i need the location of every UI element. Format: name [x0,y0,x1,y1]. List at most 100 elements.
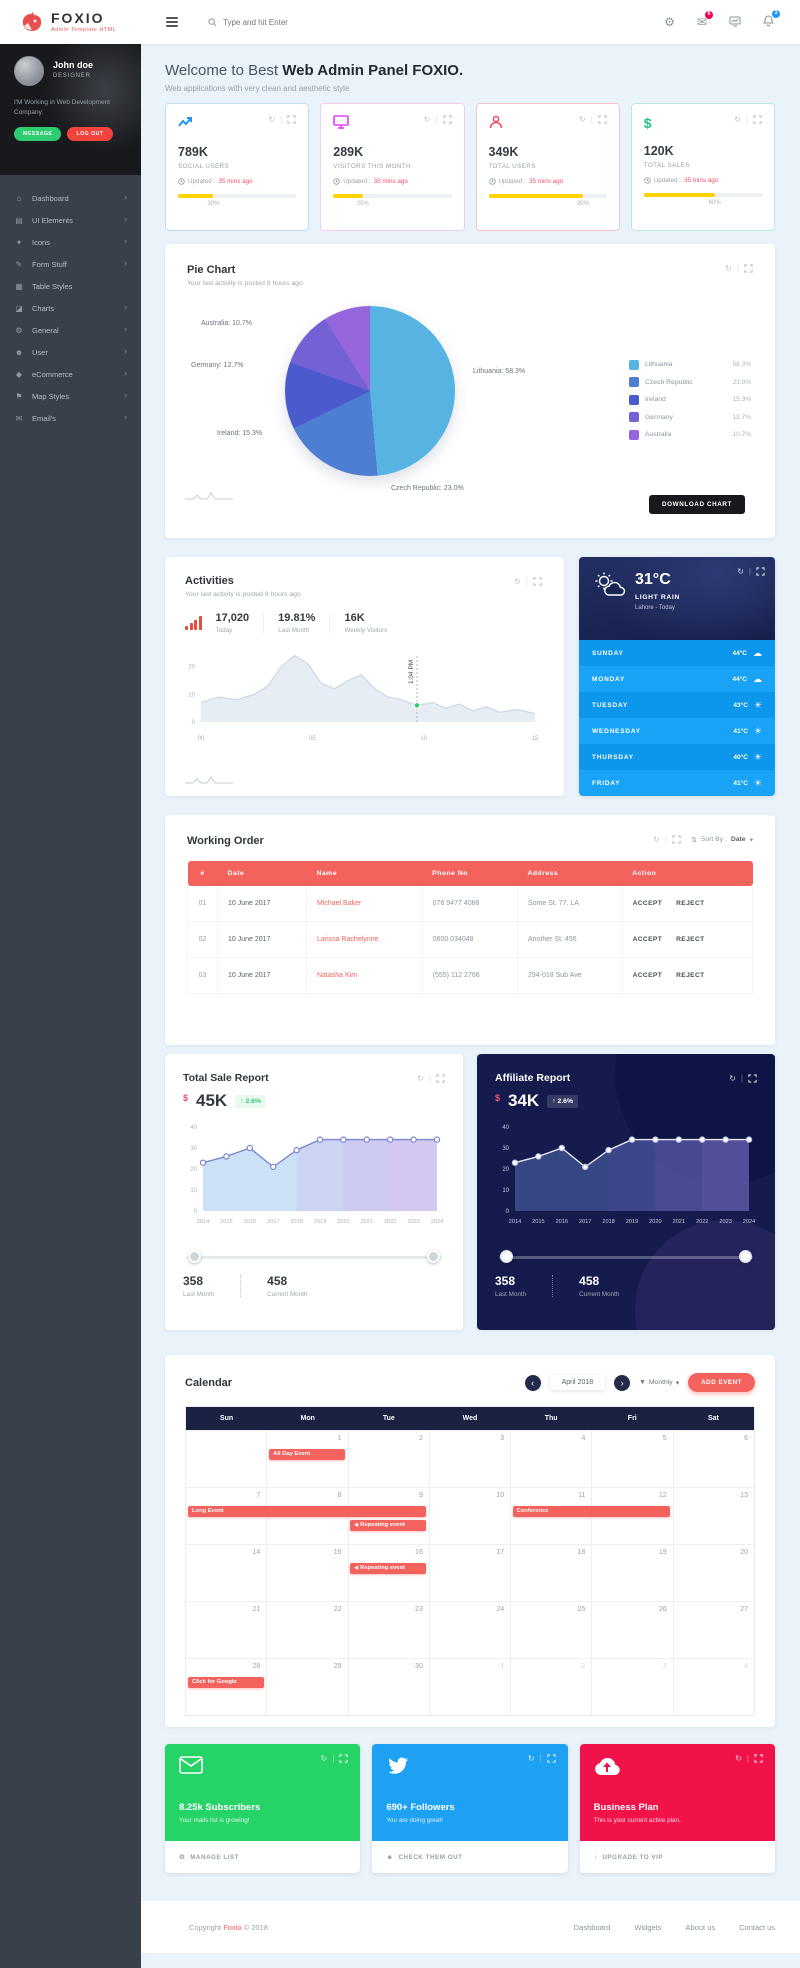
refresh-icon[interactable]: ↻ [527,1754,535,1763]
refresh-icon[interactable]: ↻ [729,1073,736,1083]
calendar-day-cell[interactable]: 24 [428,1602,510,1658]
accept-button[interactable]: ACCEPT [632,900,663,907]
promo-action-link[interactable]: ⚙ MANAGE LIST [179,1853,240,1861]
expand-icon[interactable] [547,1754,556,1763]
refresh-icon[interactable]: ↻ [320,1754,328,1763]
calendar-day-cell[interactable]: 1 [266,1431,347,1487]
refresh-icon[interactable]: ↻ [725,264,732,273]
mail-icon[interactable]: ✉ 6 [697,10,714,28]
footer-link-about-us[interactable]: About us [685,1922,716,1932]
expand-icon[interactable] [756,567,765,576]
calendar-day-cell[interactable]: 1 [428,1659,510,1715]
add-event-button[interactable]: ADD EVENT [688,1373,755,1392]
sidebar-item-ecommerce[interactable]: ◆ eCommerce › [0,363,141,385]
footer-link-contact-us[interactable]: Contact us [739,1922,775,1932]
refresh-icon[interactable]: ↻ [417,1073,424,1083]
calendar-view-dropdown[interactable]: ▼ Monthly ▾ [639,1379,680,1387]
calendar-day-cell[interactable]: 2 [510,1659,591,1715]
order-name[interactable]: Larissa Rachelynne [305,921,423,958]
order-name[interactable]: Natasha Kim [305,957,423,994]
expand-icon[interactable] [672,835,681,844]
calendar-day-cell[interactable]: 18 [510,1545,591,1601]
sidebar-item-charts[interactable]: ◪ Charts › [0,297,141,319]
reject-button[interactable]: REJECT [676,972,705,979]
legend-item[interactable]: Czech Republic 23.0% [629,374,751,392]
slider-handle-right[interactable] [738,1250,752,1263]
calendar-day-cell[interactable]: 19 [591,1545,672,1601]
legend-item[interactable]: Australia 10.7% [629,426,751,444]
expand-icon[interactable] [436,1073,445,1083]
calendar-day-cell[interactable]: 13 [672,1488,754,1544]
expand-icon[interactable] [442,115,452,124]
expand-icon[interactable] [748,1073,757,1083]
footer-link-dashboard[interactable]: Dashboard [573,1922,611,1932]
calendar-day-cell[interactable] [186,1431,266,1487]
settings-gear-icon[interactable]: ⚙ [664,15,675,29]
order-name[interactable]: Michael Baker [305,886,423,922]
slider-handle-left[interactable] [500,1250,514,1263]
sidebar-item-map-styles[interactable]: ⚑ Map Styles › [0,385,141,407]
calendar-day-cell[interactable]: 28 [252,1663,261,1670]
calendar-day-cell[interactable]: 22 [266,1602,347,1658]
calendar-event[interactable]: ◀ Repeating event [350,1563,427,1574]
calendar-day-cell[interactable]: 15 [266,1545,347,1601]
avatar[interactable] [14,56,44,86]
refresh-icon[interactable]: ↻ [514,577,521,586]
calendar-day-cell[interactable]: 6 [672,1431,754,1487]
expand-icon[interactable] [754,1754,763,1763]
refresh-icon[interactable]: ↻ [653,835,660,844]
calendar-day-cell[interactable]: 21 [252,1606,261,1613]
calendar-event[interactable]: Conference [512,1506,670,1517]
refresh-icon[interactable]: ↻ [423,115,431,124]
calendar-event[interactable]: ◀ Repeating event [350,1520,427,1531]
calendar-event[interactable]: Long Event [188,1506,427,1517]
calendar-day-cell[interactable]: 17 [428,1545,510,1601]
sort-by-dropdown[interactable]: ⇅ Sort By : Date ▾ [691,836,753,844]
footer-link-widgets[interactable]: Widgets [634,1922,662,1932]
expand-icon[interactable] [744,264,753,273]
legend-item[interactable]: Ireland 15.3% [629,391,751,409]
calendar-day-cell[interactable]: 10 [428,1488,510,1544]
sidebar-item-user[interactable]: ☻ User › [0,341,141,363]
sidebar-item-email-s[interactable]: ✉ Email's › [0,407,141,429]
search-input[interactable] [223,17,373,27]
legend-item[interactable]: Lithuania 58.3% [629,356,751,374]
hamburger-menu-icon[interactable] [166,15,178,29]
message-button[interactable]: MESSAGE [14,126,62,141]
expand-icon[interactable] [598,115,607,124]
reject-button[interactable]: REJECT [676,936,705,943]
calendar-day-cell[interactable]: 30 [347,1659,429,1715]
calendar-day-cell[interactable]: 3 [591,1659,672,1715]
calendar-day-cell[interactable]: 4 [510,1431,591,1487]
calendar-day-cell[interactable]: 29 [266,1659,347,1715]
calendar-day-cell[interactable]: 23 [347,1602,429,1658]
expand-icon[interactable] [753,115,762,124]
calendar-day-cell[interactable]: 16 [347,1545,429,1601]
calendar-day-cell[interactable]: 26 [591,1602,672,1658]
calendar-day-cell[interactable]: 25 [510,1602,591,1658]
bell-icon[interactable]: 3 [762,9,781,29]
accept-button[interactable]: ACCEPT [632,936,663,943]
expand-icon[interactable] [339,1754,348,1763]
reject-button[interactable]: REJECT [676,900,705,907]
promo-action-link[interactable]: ☻ CHECK THEM OUT [386,1853,463,1861]
sidebar-item-dashboard[interactable]: ⌂ Dashboard › [0,187,141,209]
calendar-day-cell[interactable]: 27 [672,1602,754,1658]
calendar-day-cell[interactable]: 4 [672,1659,754,1715]
refresh-icon[interactable]: ↻ [578,115,586,124]
calendar-day-cell[interactable]: 2 [347,1431,429,1487]
calendar-next-button[interactable]: › [614,1374,631,1391]
slider-handle-left[interactable] [188,1250,202,1263]
calendar-day-cell[interactable]: 3 [428,1431,510,1487]
expand-icon[interactable] [533,577,542,586]
slider-handle-right[interactable] [426,1250,440,1263]
refresh-icon[interactable]: ↻ [735,1754,742,1763]
calendar-day-cell[interactable]: 20 [672,1545,754,1601]
refresh-icon[interactable]: ↻ [734,115,741,124]
calendar-day-cell[interactable]: 11 [510,1488,591,1544]
accept-button[interactable]: ACCEPT [632,972,663,979]
download-chart-button[interactable]: DOWNLOAD CHART [649,495,745,514]
calendar-event[interactable]: All Day Event [269,1449,346,1460]
calendar-event[interactable]: Click for Google [188,1677,265,1688]
calendar-day-cell[interactable]: 14 [252,1549,261,1556]
